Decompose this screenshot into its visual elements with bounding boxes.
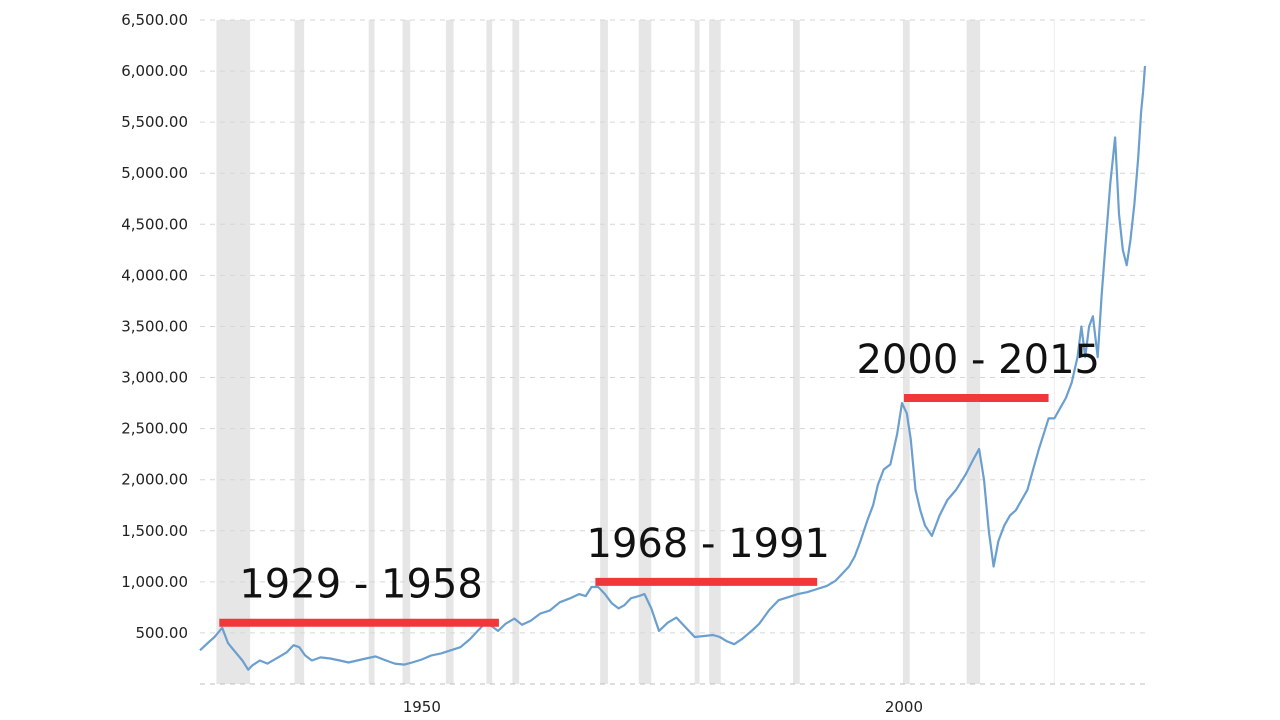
gridlines (200, 19, 1145, 684)
y-tick-label-2: 1,500.00 (121, 522, 188, 540)
recession-band-6 (512, 20, 520, 684)
y-tick-label-10: 5,500.00 (121, 113, 188, 131)
y-tick-label-11: 6,000.00 (121, 62, 188, 80)
series-line-0 (199, 65, 1147, 671)
annotation-label-1: 1968 - 1991 (587, 521, 830, 567)
recession-band-10 (709, 20, 721, 684)
annotation-label-0: 1929 - 1958 (239, 562, 482, 608)
recession-band-12 (902, 20, 910, 684)
recession-band-0 (216, 20, 251, 684)
y-tick-label-8: 4,500.00 (121, 215, 188, 233)
recession-band-2 (368, 20, 375, 684)
axes: 500.00 1,000.00 1,500.00 2,000.00 2,500.00 3,… (121, 11, 1145, 716)
recession-band-5 (486, 20, 493, 684)
x-tick-label-0: 1950 (403, 698, 441, 716)
y-tick-label-5: 3,000.00 (121, 369, 188, 387)
y-tick-label-9: 5,000.00 (121, 164, 188, 182)
y-tick-label-4: 2,500.00 (121, 420, 188, 438)
recession-band-1 (294, 20, 305, 684)
y-tick-label-7: 4,000.00 (121, 266, 188, 284)
y-tick-label-1: 1,000.00 (121, 573, 188, 591)
recession-band-13 (966, 20, 981, 684)
recession-bands (216, 20, 981, 684)
y-tick-label-6: 3,500.00 (121, 317, 188, 335)
annotations: 1929 - 1958 1968 - 1991 2000 - 2015 (219, 337, 1100, 627)
recession-band-9 (694, 20, 700, 684)
series-lines (199, 65, 1147, 671)
y-tick-label-12: 6,500.00 (121, 11, 188, 29)
recession-band-7 (600, 20, 608, 684)
recession-band-3 (402, 20, 411, 684)
recession-band-8 (638, 20, 652, 684)
recession-band-11 (793, 20, 800, 684)
y-tick-label-0: 500.00 (136, 624, 189, 642)
annotation-label-2: 2000 - 2015 (857, 337, 1100, 383)
x-tick-label-1: 2000 (885, 698, 923, 716)
recession-band-4 (445, 20, 454, 684)
y-tick-label-3: 2,000.00 (121, 471, 188, 489)
